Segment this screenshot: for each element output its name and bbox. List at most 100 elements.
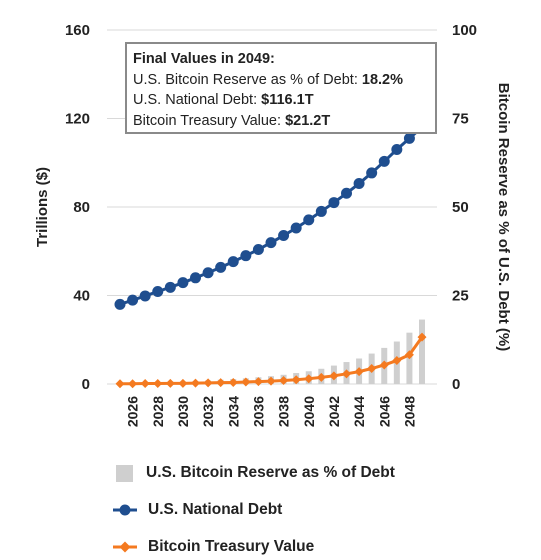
bar-series-reserve-pct (117, 319, 425, 384)
data-point (290, 222, 302, 234)
y-right-tick-label: 25 (452, 288, 469, 305)
legend-label: U.S. Bitcoin Reserve as % of Debt (146, 464, 395, 481)
annotation-label: Bitcoin Treasury Value: (133, 112, 286, 129)
series-line (119, 126, 424, 306)
x-tick-label: 2048 (401, 396, 417, 427)
data-point (191, 378, 200, 388)
x-tick-label: 2040 (301, 396, 317, 427)
data-point (341, 187, 352, 199)
data-point (227, 256, 239, 268)
x-tick-label: 2044 (351, 396, 367, 427)
x-tick-label: 2046 (376, 396, 392, 427)
data-point (392, 356, 402, 366)
final-values-annotation: Final Values in 2049: U.S. Bitcoin Reser… (125, 42, 437, 134)
legend-item-reserve-pct: U.S. Bitcoin Reserve as % of Debt (113, 461, 395, 485)
data-point (278, 230, 290, 242)
x-tick-label: 2038 (276, 396, 292, 427)
x-tick-label: 2032 (200, 396, 216, 427)
legend-item-debt: U.S. National Debt (113, 498, 282, 522)
data-point (203, 378, 213, 388)
data-point (353, 178, 365, 190)
annotation-label: U.S. Bitcoin Reserve as % of Debt: (133, 71, 362, 88)
data-point (417, 332, 427, 342)
data-point (354, 367, 364, 377)
annotation-value: $116.1T (261, 92, 314, 108)
data-point (240, 250, 252, 262)
data-point (177, 277, 189, 289)
data-point (152, 286, 164, 298)
y-left-tick-label: 40 (73, 288, 90, 305)
y-right-tick-label: 0 (452, 376, 460, 393)
data-point (252, 243, 264, 255)
data-point (216, 378, 226, 388)
x-tick-label: 2034 (225, 396, 241, 427)
data-point (304, 374, 314, 384)
annotation-line-reserve: U.S. Bitcoin Reserve as % of Debt: 18.2% (133, 70, 435, 91)
data-point (190, 272, 201, 284)
annotation-line-treasury: Bitcoin Treasury Value: $21.2T (133, 111, 435, 132)
y-right-axis-title: Bitcoin Reserve as % of U.S. Debt (%) (495, 83, 512, 351)
axis-titles: Trillions ($) Bitcoin Reserve as % of U.S… (34, 83, 512, 351)
data-point (228, 377, 238, 387)
legend-label: U.S. National Debt (148, 501, 283, 518)
legend-item-treasury: Bitcoin Treasury Value (113, 535, 314, 559)
x-tick-label: 2026 (125, 396, 141, 427)
data-point (291, 375, 301, 385)
legend-swatch-line-debt (113, 504, 137, 516)
data-point (328, 197, 340, 209)
data-point (165, 378, 175, 388)
data-point (391, 143, 403, 155)
x-tick-label: 2036 (250, 396, 266, 427)
y-right-tick-label: 50 (452, 199, 469, 216)
axis-ticks: 0 40 80 120 160 0 25 50 75 100 2026 2028 2030 2032 203… (65, 22, 477, 427)
data-point (115, 379, 125, 389)
annotation-value: $21.2T (285, 112, 331, 129)
data-point (178, 378, 188, 388)
y-left-axis-title: Trillions ($) (34, 167, 51, 247)
bar (419, 319, 425, 384)
x-tick-label: 2042 (326, 396, 342, 427)
data-point (241, 377, 251, 387)
data-point (379, 360, 389, 370)
data-point (253, 377, 263, 387)
legend-swatch-bar (116, 464, 133, 482)
data-point (315, 205, 327, 217)
x-tick-label: 2028 (150, 396, 166, 427)
data-point (279, 375, 289, 385)
annotation-title: Final Values in 2049: (133, 51, 275, 67)
data-point (153, 379, 163, 389)
y-left-tick-label: 120 (65, 111, 90, 128)
data-point (128, 379, 138, 389)
data-point (202, 267, 214, 279)
data-point (215, 261, 227, 273)
y-left-tick-label: 80 (73, 199, 90, 216)
data-point (404, 350, 414, 360)
x-tick-label: 2030 (175, 396, 191, 427)
data-point (367, 364, 377, 374)
data-point (403, 132, 415, 144)
legend-label: Bitcoin Treasury Value (148, 538, 315, 555)
line-series (114, 121, 428, 389)
legend-swatch-line-treasury (113, 541, 137, 553)
annotation-label: U.S. National Debt: (133, 92, 262, 108)
y-right-tick-label: 100 (452, 22, 477, 39)
data-point (316, 372, 326, 382)
data-point (114, 298, 126, 310)
annotation-line-debt: U.S. National Debt: $116.1T (133, 90, 435, 111)
data-point (329, 371, 339, 381)
annotation-value: 18.2% (361, 71, 403, 88)
data-point (266, 376, 276, 386)
data-point (140, 379, 150, 389)
y-left-tick-label: 160 (65, 22, 90, 39)
data-point (127, 294, 139, 306)
data-point (366, 167, 378, 179)
y-right-tick-label: 75 (452, 111, 469, 128)
data-point (265, 237, 277, 249)
data-point (164, 281, 176, 293)
y-left-tick-label: 0 (82, 376, 90, 393)
data-point (139, 290, 151, 302)
data-point (303, 214, 315, 226)
data-point (378, 155, 390, 167)
data-point (342, 369, 351, 379)
